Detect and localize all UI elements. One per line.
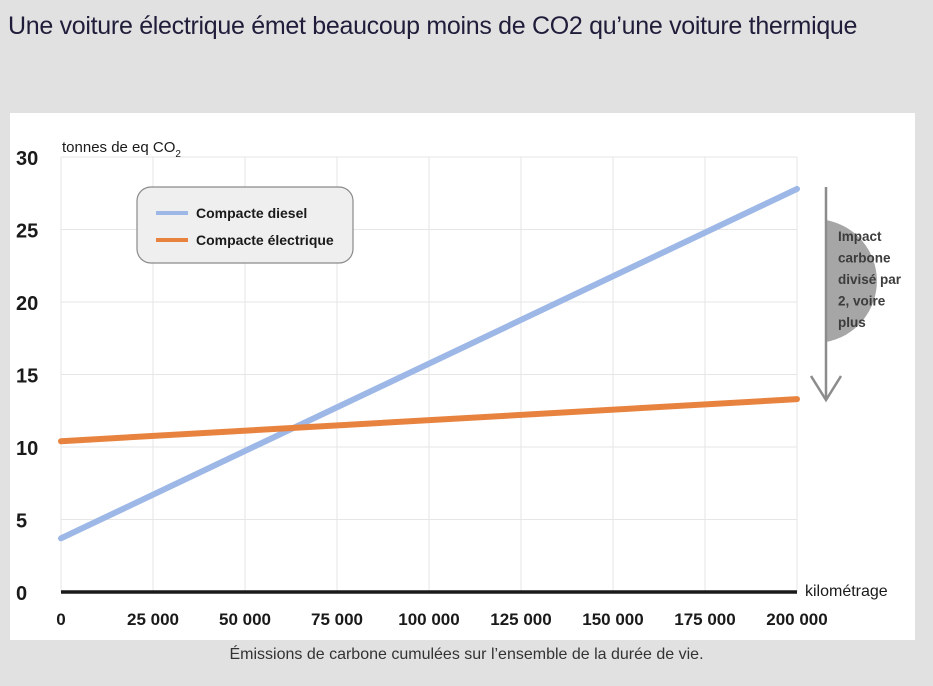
x-tick-label: 25 000	[127, 610, 179, 629]
x-tick-label: 75 000	[311, 610, 363, 629]
annotation-text-line: Impact	[838, 229, 882, 244]
grid	[60, 156, 798, 592]
annotation-text-line: carbone	[838, 251, 891, 266]
series-line-0	[58, 185, 800, 542]
series-lines	[58, 185, 800, 542]
annotation-bubble	[826, 220, 877, 342]
y-tick-label: 10	[16, 438, 38, 460]
y-axis-label-subscript: 2	[175, 149, 181, 160]
x-tick-label: 0	[56, 610, 65, 629]
legend-label-diesel: Compacte diesel	[196, 205, 307, 221]
x-tick-label: 200 000	[766, 610, 827, 629]
axes: 0 5 10 15 20 25 30 0 25 000 50 000 75 000 100 000 12…	[16, 139, 888, 629]
figure-caption: Émissions de carbone cumulées sur l’ense…	[229, 646, 704, 663]
y-tick-label: 15	[16, 366, 38, 388]
annotation-text-line: plus	[838, 315, 866, 330]
legend-box	[136, 186, 354, 264]
y-tick-label: 5	[16, 511, 27, 533]
y-tick-label: 0	[16, 583, 27, 605]
series-line-1	[58, 396, 800, 445]
annotation-text-line: divisé par	[838, 272, 902, 287]
legend-label-electrique: Compacte électrique	[196, 232, 334, 248]
y-axis-label: tonnes de eq CO2	[62, 139, 181, 160]
x-tick-label: 150 000	[582, 610, 643, 629]
page-title: Une voiture électrique émet beaucoup moi…	[8, 12, 858, 40]
x-tick-label: 50 000	[219, 610, 271, 629]
arrow-head-icon	[809, 375, 843, 403]
y-tick-label: 20	[16, 293, 38, 315]
x-tick-label: 125 000	[490, 610, 551, 629]
x-tick-label: 100 000	[398, 610, 459, 629]
y-tick-label: 30	[16, 148, 38, 170]
impact-annotation: Impact carbone divisé par 2, voire plus	[809, 187, 902, 403]
legend: Compacte diesel Compacte électrique	[136, 186, 354, 264]
x-tick-label: 175 000	[674, 610, 735, 629]
x-axis-label: kilométrage	[805, 583, 888, 600]
y-tick-label: 25	[16, 221, 38, 243]
annotation-text-line: 2, voire	[838, 294, 886, 309]
